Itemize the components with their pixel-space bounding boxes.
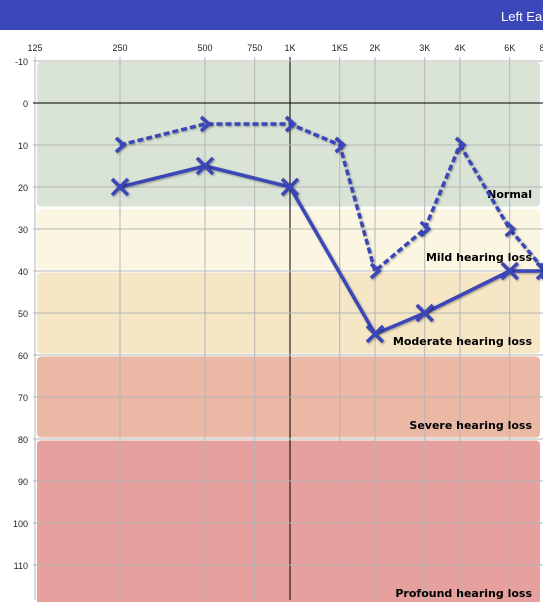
y-tick-label: 60	[18, 351, 28, 361]
x-tick-label: 125	[27, 43, 42, 53]
y-tick-label: 30	[18, 225, 28, 235]
chevron-marker	[284, 115, 297, 133]
x-tick-label: 3K	[419, 43, 430, 53]
zone-label: Profound hearing loss	[395, 587, 532, 600]
chevron-marker	[199, 115, 212, 133]
zone-label: Normal	[487, 188, 532, 201]
chart-title: Left Ear	[501, 9, 543, 24]
zone-mild-hearing-loss	[37, 209, 540, 270]
x-tick-label: 2K	[369, 43, 380, 53]
y-tick-label: -10	[15, 57, 28, 67]
y-tick-label: 70	[18, 393, 28, 403]
chevron-marker	[334, 136, 347, 154]
y-tick-label: 40	[18, 267, 28, 277]
x-marker	[110, 177, 130, 197]
chevron-marker	[369, 262, 382, 280]
y-tick-label: 80	[18, 435, 28, 445]
x-tick-label: 8K	[539, 43, 543, 53]
y-tick-label: 90	[18, 477, 28, 487]
x-marker	[500, 261, 519, 281]
y-tick-label: 0	[23, 99, 28, 109]
zone-label: Moderate hearing loss	[393, 335, 533, 348]
y-tick-label: 20	[18, 183, 28, 193]
zone-normal	[37, 62, 540, 207]
chevron-marker	[419, 220, 432, 238]
x-marker	[365, 324, 385, 344]
y-tick-label: 100	[13, 519, 28, 529]
x-marker	[195, 156, 215, 176]
x-marker	[280, 177, 300, 197]
zone-label: Severe hearing loss	[409, 419, 532, 432]
chevron-marker	[454, 136, 467, 154]
x-tick-label: 4K	[454, 43, 465, 53]
chevron-marker	[114, 136, 127, 154]
zone-profound-hearing-loss	[37, 440, 540, 602]
chevron-marker	[504, 220, 517, 238]
x-tick-label: 1K	[284, 43, 295, 53]
series-line-2	[119, 122, 543, 273]
y-tick-label: 50	[18, 309, 28, 319]
x-tick-label: 750	[247, 43, 262, 53]
x-tick-label: 500	[197, 43, 212, 53]
x-tick-label: 250	[112, 43, 127, 53]
chart-header-bar	[0, 0, 543, 30]
x-marker	[415, 303, 434, 323]
zone-label: Mild hearing loss	[426, 251, 533, 264]
x-tick-label: 6K	[504, 43, 515, 53]
x-tick-label: 1K5	[332, 43, 348, 53]
y-tick-label: 10	[18, 141, 28, 151]
y-tick-label: 110	[14, 561, 28, 571]
